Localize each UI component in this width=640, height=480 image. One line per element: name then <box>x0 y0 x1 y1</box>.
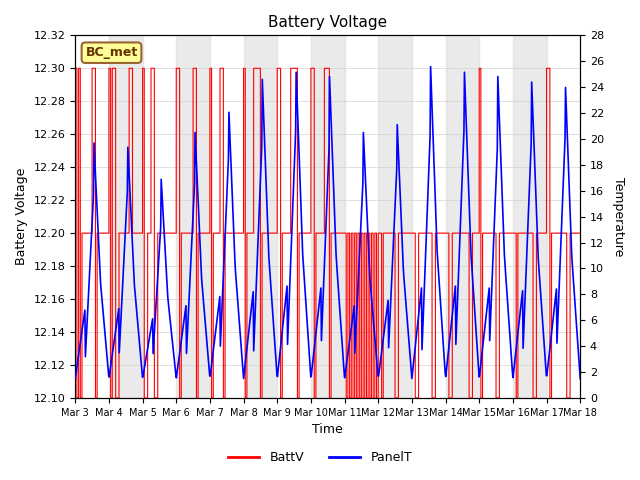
Bar <box>109 36 143 398</box>
X-axis label: Time: Time <box>312 423 343 436</box>
Bar <box>445 36 479 398</box>
Bar <box>311 36 344 398</box>
Legend: BattV, PanelT: BattV, PanelT <box>223 446 417 469</box>
Bar <box>244 36 277 398</box>
Y-axis label: Temperature: Temperature <box>612 177 625 256</box>
Y-axis label: Battery Voltage: Battery Voltage <box>15 168 28 265</box>
Text: BC_met: BC_met <box>85 46 138 59</box>
Bar <box>176 36 210 398</box>
Bar <box>513 36 547 398</box>
Title: Battery Voltage: Battery Voltage <box>268 15 387 30</box>
Bar <box>378 36 412 398</box>
